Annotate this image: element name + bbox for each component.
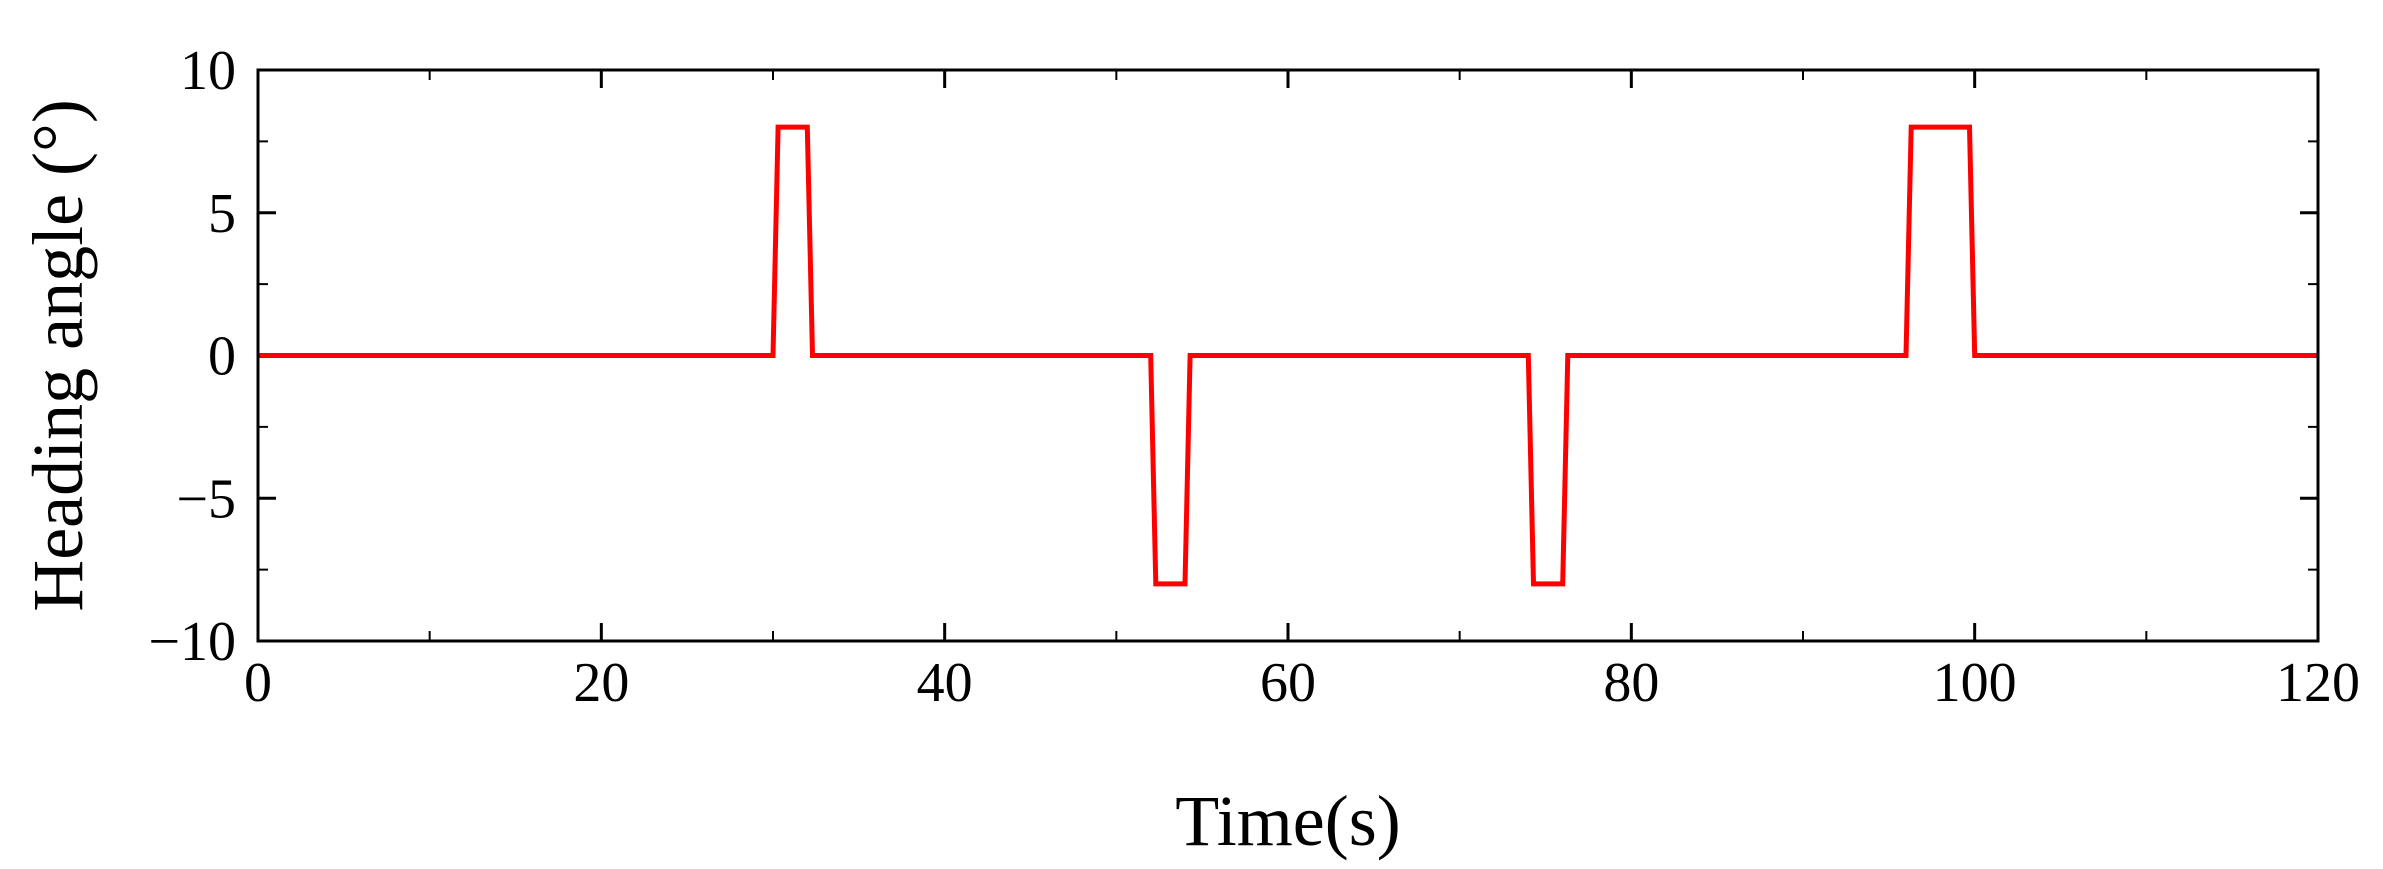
y-tick-label: 0: [208, 326, 236, 388]
x-tick-label: 20: [573, 652, 629, 714]
heading-angle-series-line: [258, 124, 2318, 587]
y-tick-label: −5: [176, 468, 236, 530]
y-tick-label: 10: [180, 40, 236, 102]
x-tick-labels: 0 20 40 60 80 100 120: [244, 652, 2360, 714]
y-tick-label: 5: [208, 183, 236, 245]
x-tick-label: 100: [1933, 652, 2017, 714]
x-tick-label: 40: [917, 652, 973, 714]
x-tick-label: 60: [1260, 652, 1316, 714]
plot-frame: [256, 68, 2320, 643]
x-tick-label: 0: [244, 652, 272, 714]
x-tick-label: 120: [2276, 652, 2360, 714]
x-axis-title: Time(s): [1175, 781, 1400, 861]
y-axis-title: Heading angle (°): [18, 99, 98, 612]
y-tick-label: −10: [148, 611, 236, 673]
y-tick-labels: 10 5 0 −5 −10: [148, 40, 236, 673]
series-layer: [258, 124, 2318, 587]
x-tick-label: 80: [1603, 652, 1659, 714]
